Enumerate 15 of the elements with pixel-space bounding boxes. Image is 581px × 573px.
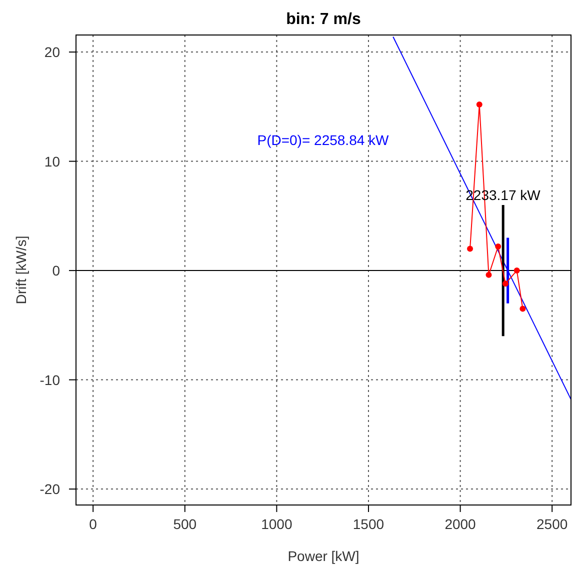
x-tick-label: 2000	[444, 516, 476, 532]
annotation: P(D=0)= 2258.84 kW	[257, 132, 390, 148]
x-tick-label: 1000	[261, 516, 292, 532]
y-tick-label: -10	[40, 372, 60, 388]
y-tick-label: 10	[44, 153, 60, 170]
x-tick-label: 500	[173, 516, 197, 532]
chart-title: bin: 7 m/s	[286, 11, 361, 28]
x-axis-title: Power [kW]	[288, 548, 360, 564]
x-tick-label: 1500	[352, 516, 384, 532]
x-tick-label: 2500	[536, 516, 568, 532]
y-axis-title: Drift [kW/s]	[13, 236, 29, 304]
y-tick-label: -20	[40, 481, 60, 498]
x-tick-label: 0	[89, 516, 98, 532]
y-tick-label: 20	[44, 44, 60, 60]
y-tick-label: 0	[52, 262, 60, 279]
